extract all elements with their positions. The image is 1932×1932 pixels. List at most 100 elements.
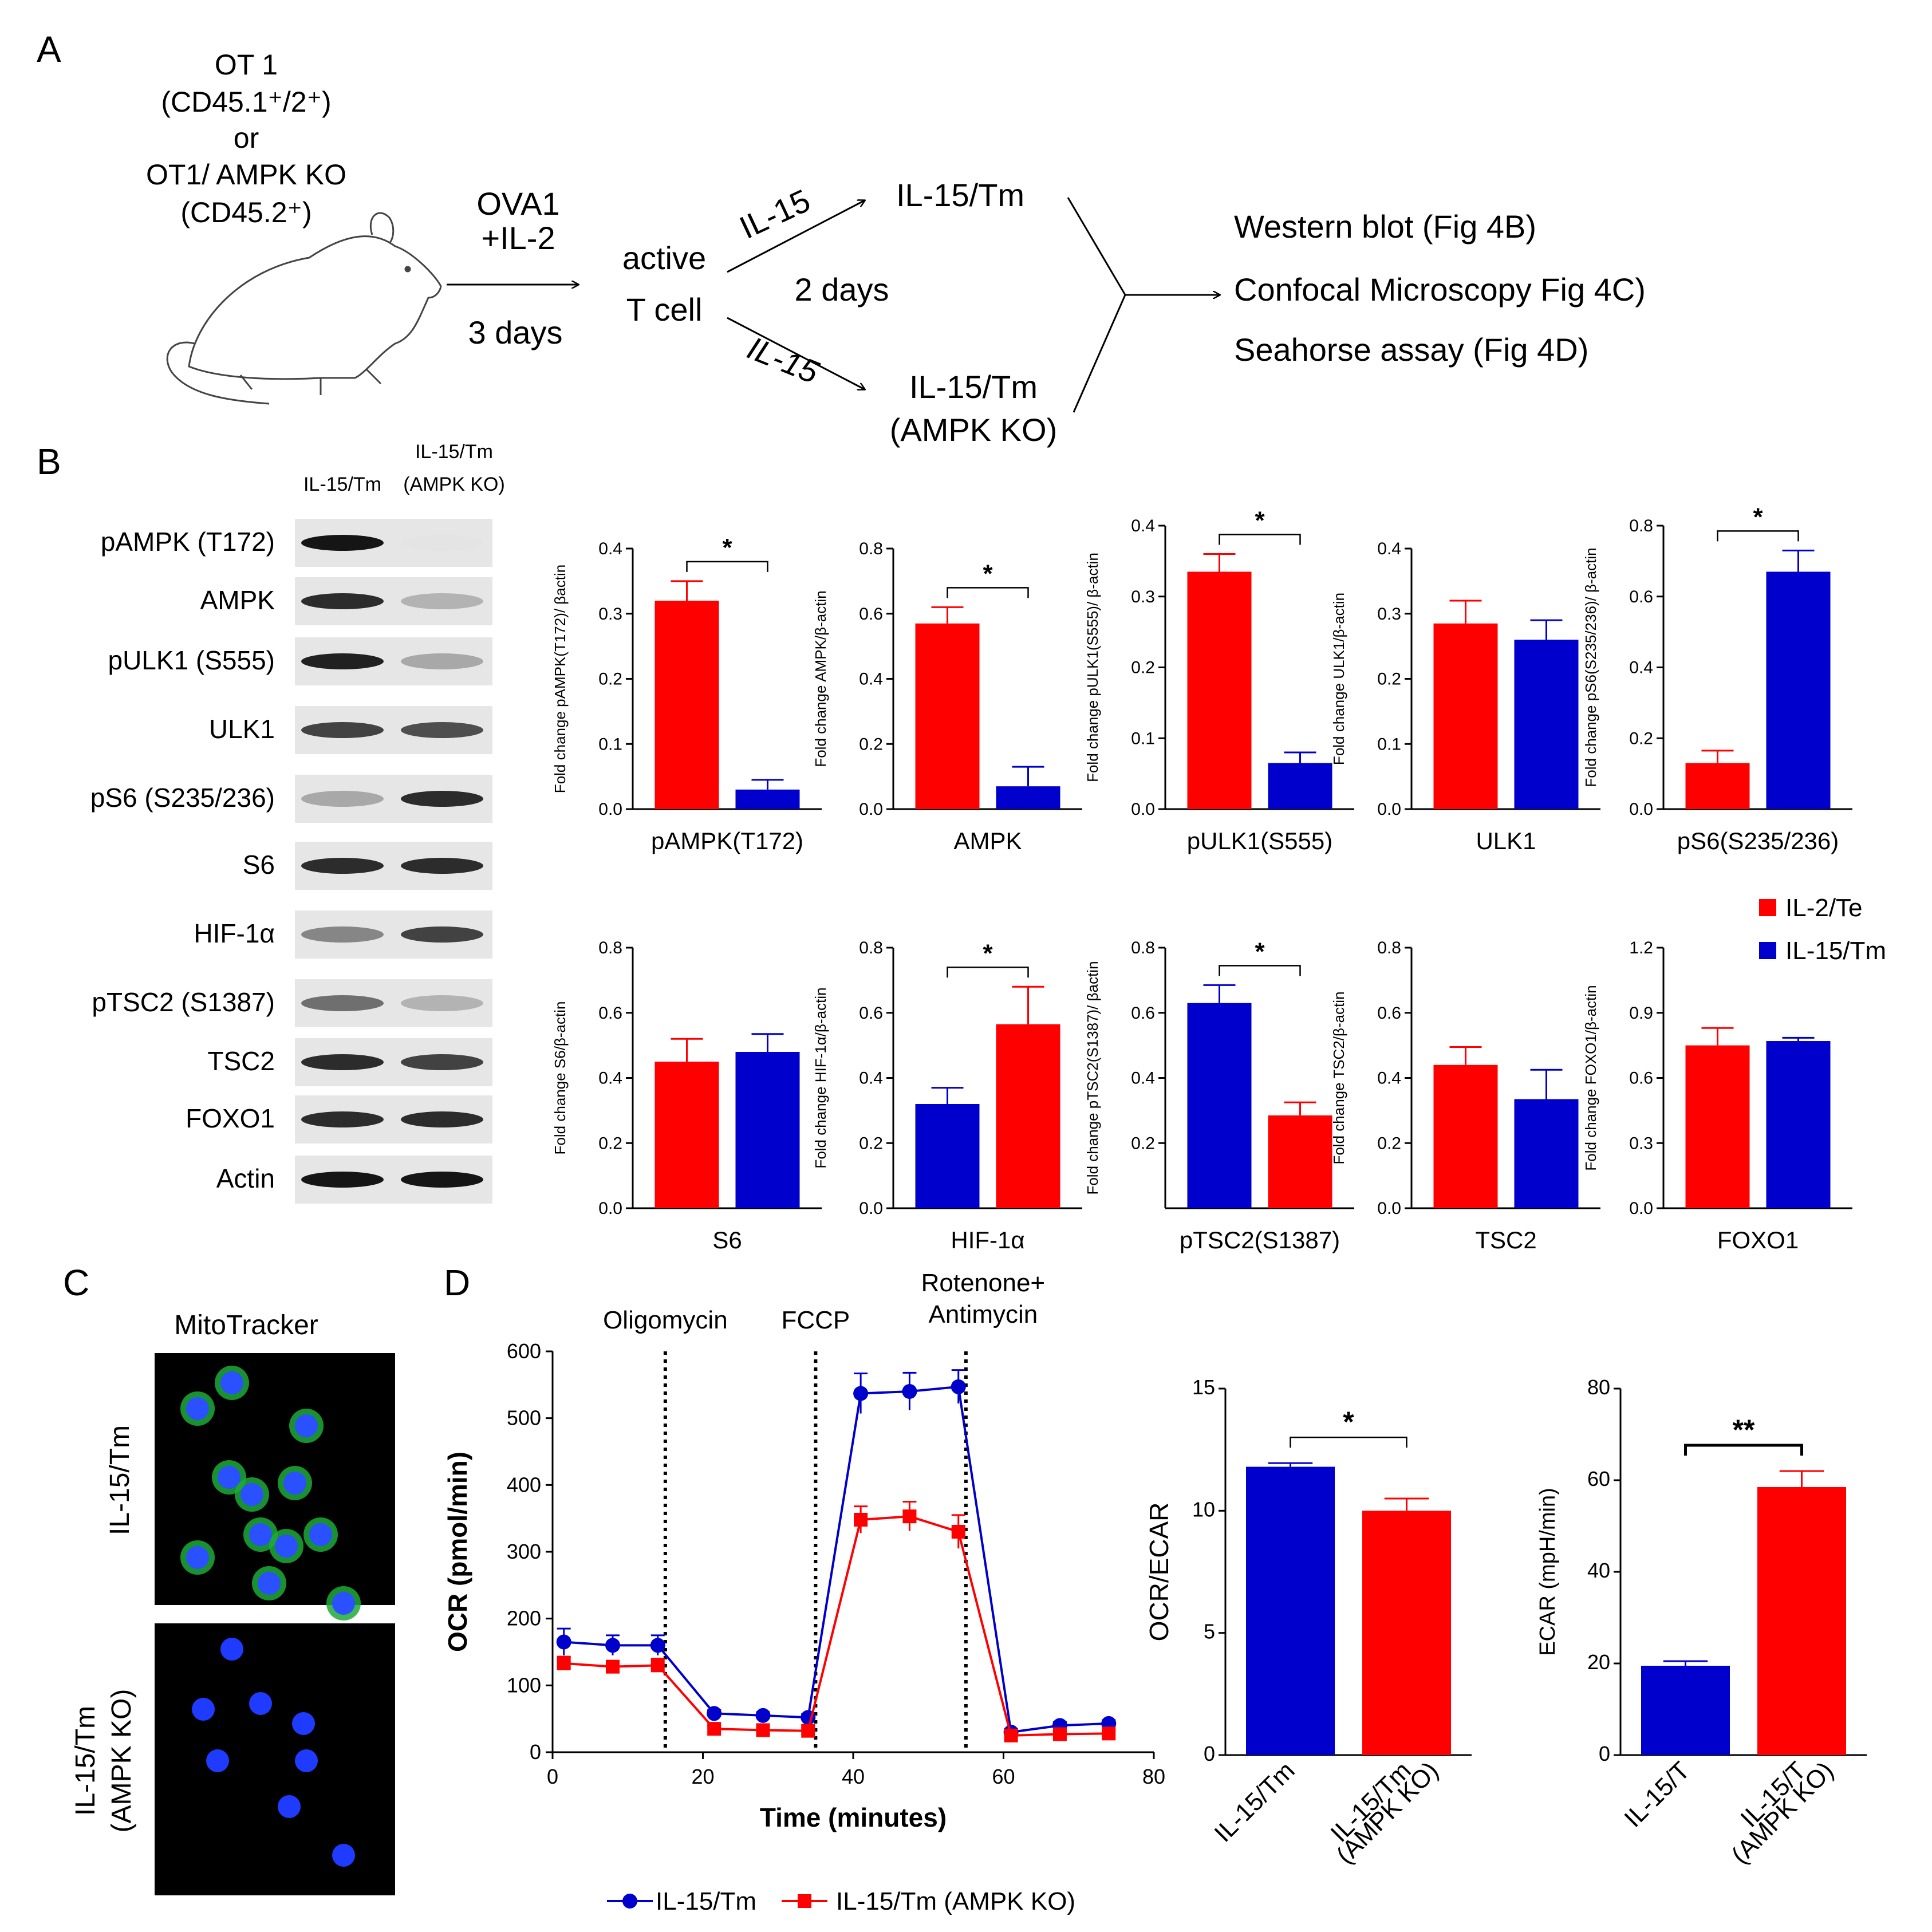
panel-label-c: C bbox=[63, 1262, 89, 1303]
cell-nucleus bbox=[332, 1844, 355, 1867]
data-point bbox=[556, 1634, 571, 1650]
data-point bbox=[557, 1656, 571, 1670]
y-tick-label: 0.6 bbox=[859, 1004, 883, 1023]
bar bbox=[1246, 1466, 1335, 1755]
y-tick-label: 400 bbox=[507, 1473, 541, 1496]
injection-label: FCCP bbox=[781, 1306, 850, 1334]
legend-marker-red bbox=[798, 1894, 811, 1908]
bar bbox=[654, 601, 719, 809]
blot-band bbox=[301, 1172, 384, 1188]
bar-chart-2: 0.0 0.2 0.4 0.6 0.8 Fold change AMPK/β-actin *… bbox=[812, 539, 1082, 854]
data-point bbox=[902, 1509, 917, 1524]
y-tick-label: 0.2 bbox=[1377, 670, 1401, 689]
mouse-icon bbox=[166, 212, 442, 405]
y-tick-label: 0.8 bbox=[859, 939, 883, 957]
blot-band bbox=[401, 593, 483, 609]
y-tick-label: 300 bbox=[507, 1540, 541, 1563]
y-tick-label: 0 bbox=[1204, 1742, 1215, 1765]
bar bbox=[1757, 1487, 1846, 1755]
western-row-label: pAMPK (T172) bbox=[101, 527, 275, 557]
western-row-label: S6 bbox=[243, 850, 275, 880]
bar bbox=[1766, 1041, 1831, 1208]
western-row-label: pULK1 (S555) bbox=[108, 645, 275, 675]
cell-nucleus bbox=[206, 1749, 229, 1772]
western-col-label-2a: IL-15/Tm bbox=[415, 441, 493, 463]
cell-nucleus bbox=[275, 1535, 298, 1558]
data-point bbox=[854, 1513, 868, 1527]
y-tick-label: 40 bbox=[1587, 1559, 1610, 1582]
y-tick-label: 0.3 bbox=[598, 605, 622, 624]
mouse-label-line-5: (CD45.2⁺) bbox=[180, 196, 312, 228]
bar bbox=[1268, 763, 1332, 809]
data-point bbox=[756, 1723, 770, 1737]
y-tick-label: 0.0 bbox=[859, 1199, 883, 1218]
bar bbox=[1685, 763, 1750, 809]
y-axis-label: ECAR (mpH/min) bbox=[1536, 1488, 1560, 1655]
y-tick-label: 60 bbox=[1587, 1467, 1610, 1491]
y-axis-label: OCR/ECAR bbox=[1144, 1503, 1174, 1642]
y-axis-label: Fold change S6/β-actin bbox=[551, 1002, 569, 1155]
cell-nucleus bbox=[309, 1523, 332, 1546]
bar-chart-6: 0.0 0.2 0.4 0.6 0.8 Fold change S6/β-actin S6 bbox=[551, 939, 822, 1253]
bar-chart-8: 0.2 0.4 0.6 0.8 Fold change pTSC2(S1387)/ βa… bbox=[1084, 937, 1354, 1253]
data-point bbox=[755, 1708, 771, 1723]
il15-top-label: IL-15 bbox=[734, 182, 815, 246]
data-point bbox=[606, 1659, 620, 1674]
y-tick-label: 0 bbox=[1599, 1742, 1610, 1765]
y-tick-label: 20 bbox=[1587, 1650, 1610, 1674]
data-point bbox=[605, 1638, 620, 1653]
panel-label-d: D bbox=[444, 1262, 470, 1303]
y-tick-label: 0.2 bbox=[1629, 729, 1653, 748]
x-axis-label: pAMPK(T172) bbox=[651, 827, 803, 854]
western-blot: pAMPK (T172) AMPK pULK1 (S555) ULK1 pS6 (S23… bbox=[90, 519, 492, 1204]
bar-chart-3: 0.0 0.1 0.2 0.3 0.4 Fold change pULK1(S555)/ … bbox=[1084, 507, 1354, 854]
bar bbox=[735, 1052, 800, 1208]
x-axis-label: Time (minutes) bbox=[760, 1803, 947, 1832]
y-axis-label: Fold change ULK1/β-actin bbox=[1330, 593, 1347, 765]
blot-band bbox=[301, 722, 384, 738]
cell-nucleus bbox=[186, 1546, 209, 1569]
cell-nucleus bbox=[240, 1483, 263, 1506]
blot-band bbox=[401, 1054, 483, 1070]
mito-label-bottom-2: (AMPK KO) bbox=[107, 1689, 137, 1833]
bar-chart-7: 0.0 0.2 0.4 0.6 0.8 Fold change HIF-1α/β-acti… bbox=[812, 939, 1082, 1253]
blot-band bbox=[401, 535, 483, 551]
injection-label: Antimycin bbox=[929, 1300, 1038, 1328]
panel-label-b: B bbox=[37, 441, 61, 482]
mito-label-top: IL-15/Tm bbox=[105, 1425, 135, 1535]
y-axis-label: Fold change AMPK/β-actin bbox=[812, 590, 829, 767]
y-tick-label: 1.2 bbox=[1629, 939, 1653, 957]
active-t-cell-label-2: T cell bbox=[626, 291, 703, 328]
bar bbox=[735, 789, 800, 809]
category-label: IL-15/T bbox=[1619, 1756, 1695, 1832]
category-label: IL-15/Tm bbox=[1209, 1756, 1300, 1847]
y-tick-label: 0.4 bbox=[1377, 539, 1401, 558]
bar bbox=[1187, 1003, 1252, 1208]
result-bottom-label-1: IL-15/Tm bbox=[909, 369, 1038, 405]
significance-bracket bbox=[1717, 530, 1799, 542]
blot-band bbox=[401, 791, 483, 807]
y-tick-label: 0.0 bbox=[1629, 1199, 1653, 1218]
y-tick-label: 0.8 bbox=[598, 939, 622, 957]
bar-chart-5: 0.0 0.2 0.4 0.6 0.8 Fold change pS6(S235/236)… bbox=[1582, 503, 1852, 854]
stimulus-label-2: +IL-2 bbox=[481, 220, 555, 256]
micrograph-top bbox=[155, 1353, 395, 1620]
x-tick-label: 40 bbox=[842, 1765, 865, 1788]
series-line bbox=[563, 1385, 1109, 1734]
data-point bbox=[650, 1638, 665, 1653]
cell-nucleus bbox=[295, 1414, 318, 1437]
legend-swatch-il2 bbox=[1759, 899, 1776, 916]
y-tick-label: 0.4 bbox=[859, 1069, 883, 1088]
blot-band bbox=[401, 722, 483, 738]
y-tick-label: 0.4 bbox=[1131, 516, 1155, 535]
y-tick-label: 0.8 bbox=[1377, 939, 1401, 957]
bar bbox=[996, 786, 1060, 809]
data-point bbox=[707, 1706, 722, 1721]
assay-confocal: Confocal Microscopy Fig 4C) bbox=[1234, 271, 1646, 307]
x-axis-label: pTSC2(S1387) bbox=[1180, 1227, 1340, 1253]
cell-nucleus bbox=[186, 1397, 209, 1420]
x-axis-label: HIF-1α bbox=[951, 1227, 1024, 1253]
y-axis-label: Fold change pAMPK(T172)/ βactin bbox=[551, 565, 569, 793]
legend-label-il2: IL-2/Te bbox=[1785, 894, 1863, 922]
